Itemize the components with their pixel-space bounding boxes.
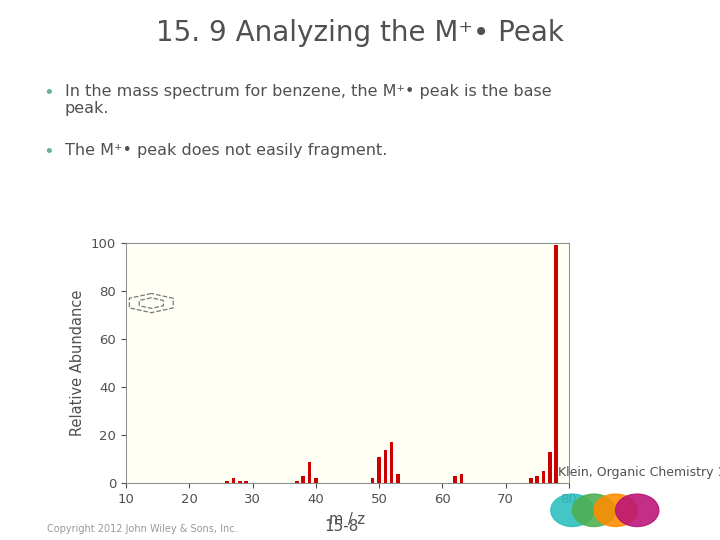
Bar [536,476,539,483]
Text: •: • [43,84,54,102]
Bar [307,462,311,483]
Bar [548,452,552,483]
Text: 15. 9 Analyzing the M⁺• Peak: 15. 9 Analyzing the M⁺• Peak [156,19,564,47]
Bar [541,471,545,483]
Bar [238,481,242,483]
Bar [232,478,235,483]
Bar [529,478,533,483]
Text: Klein, Organic Chemistry 1 e: Klein, Organic Chemistry 1 e [558,466,720,479]
Text: Copyright 2012 John Wiley & Sons, Inc.: Copyright 2012 John Wiley & Sons, Inc. [47,523,238,534]
Bar [371,478,374,483]
Text: The M⁺• peak does not easily fragment.: The M⁺• peak does not easily fragment. [65,143,387,158]
Bar [554,245,558,483]
Text: In the mass spectrum for benzene, the M⁺• peak is the base
peak.: In the mass spectrum for benzene, the M⁺… [65,84,552,116]
Bar [459,474,463,483]
Bar [295,481,299,483]
Bar [377,457,381,483]
Bar [453,476,456,483]
Bar [302,476,305,483]
Bar [396,474,400,483]
Text: •: • [43,143,54,161]
Bar [245,481,248,483]
Bar [384,450,387,483]
Bar [314,478,318,483]
Bar [390,442,393,483]
Text: 15-8: 15-8 [325,518,359,534]
X-axis label: m / z: m / z [330,511,366,526]
Bar [225,481,229,483]
Y-axis label: Relative Abundance: Relative Abundance [71,290,86,436]
